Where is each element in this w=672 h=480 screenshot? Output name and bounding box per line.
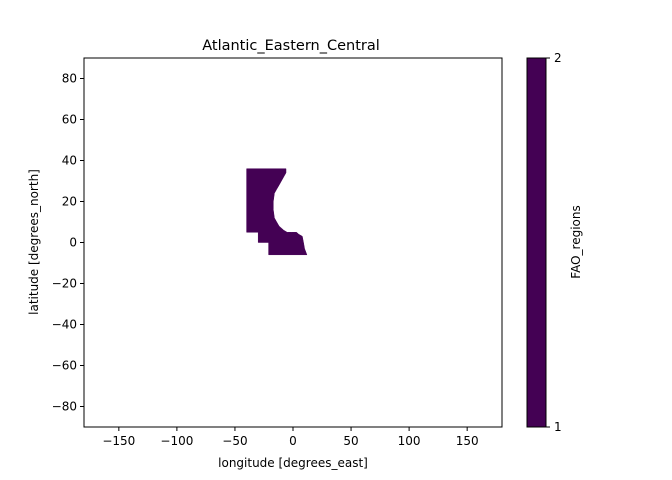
x-tick-label: 100 [398,434,421,448]
y-tick-label: −80 [52,400,77,414]
chart-title: Atlantic_Eastern_Central [202,38,380,54]
colorbar-fill [526,57,547,428]
x-tick-label: 0 [289,434,297,448]
y-axis-label: latitude [degrees_north] [27,169,41,315]
region-atlantic-eastern-central [246,168,308,256]
y-tick-label: 60 [62,113,77,127]
y-tick-label: 20 [62,195,77,209]
x-tick-label: 50 [343,434,358,448]
x-tick-label: −150 [102,434,135,448]
x-tick-label: −50 [222,434,247,448]
y-tick-label: −60 [52,359,77,373]
x-axis-label: longitude [degrees_east] [218,456,368,470]
colorbar: 12 FAO_regions [526,51,583,434]
colorbar-ticks: 12 [546,51,562,434]
y-tick-label: 0 [69,236,77,250]
x-axis: −150 −100 −50 0 50 100 150 [102,427,479,448]
x-tick-label: −100 [160,434,193,448]
y-tick-label: 80 [62,72,77,86]
region-layer [246,168,308,256]
colorbar-tick-label: 1 [554,420,562,434]
colorbar-label: FAO_regions [569,205,583,278]
y-tick-label: −40 [52,318,77,332]
y-axis: −80 −60 −40 −20 0 20 40 60 80 [52,72,84,414]
x-tick-label: 150 [456,434,479,448]
y-tick-label: 40 [62,154,77,168]
plot-area: −150 −100 −50 0 50 100 150 −80 −60 −40 −20 0 20 40 60… [52,57,503,448]
y-tick-label: −20 [52,277,77,291]
colorbar-tick-label: 2 [554,51,562,65]
